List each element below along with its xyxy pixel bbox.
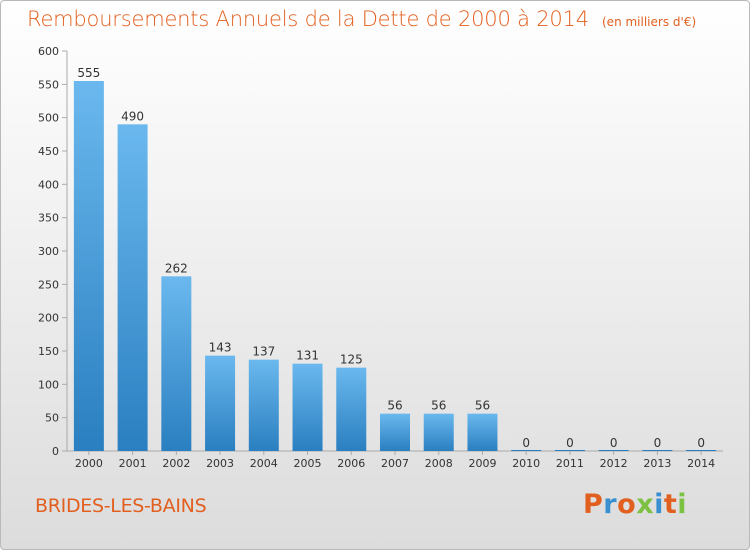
logo-letter: x (636, 489, 655, 520)
bar (117, 124, 148, 451)
bar (380, 413, 410, 451)
y-tick-label: 100 (38, 378, 59, 391)
x-tick-label: 2000 (75, 457, 103, 470)
x-tick-label: 2006 (337, 457, 365, 470)
logo-letter: i (677, 489, 688, 520)
title-row: Remboursements Annuels de la Dette de 20… (27, 7, 696, 31)
axis-layer: 0 50 100 150 200 250 300 350 400 450 500 550 600 2000… (38, 45, 723, 470)
bar (161, 276, 192, 451)
x-tick-label: 2004 (250, 457, 278, 470)
data-label: 137 (252, 345, 275, 359)
y-tick-label: 250 (38, 278, 59, 291)
x-tick-label: 2002 (162, 457, 190, 470)
y-tick-label: 550 (38, 78, 59, 91)
data-label: 0 (566, 436, 574, 450)
x-tick-label: 2011 (556, 457, 584, 470)
data-label: 0 (522, 436, 530, 450)
chart-title: Remboursements Annuels de la Dette de 20… (27, 7, 589, 31)
y-tick-label: 500 (38, 112, 59, 125)
data-label: 0 (654, 436, 662, 450)
x-tick-label: 2005 (294, 457, 322, 470)
proxiti-logo[interactable]: Proxiti (583, 489, 687, 520)
y-tick-label: 300 (38, 245, 59, 258)
data-label: 262 (165, 261, 188, 275)
bar (292, 363, 323, 451)
logo-letter: i (654, 489, 664, 520)
data-label: 0 (610, 436, 618, 450)
y-tick-label: 200 (38, 312, 59, 325)
logo-letter: r (603, 489, 618, 520)
data-label: 56 (475, 399, 490, 413)
y-tick-label: 450 (38, 145, 59, 158)
data-label: 143 (209, 341, 232, 355)
bars-layer (73, 81, 717, 451)
bar (205, 355, 236, 451)
x-tick-label: 2003 (206, 457, 234, 470)
data-label: 555 (77, 66, 100, 80)
bar (248, 359, 279, 451)
y-tick-label: 50 (45, 412, 59, 425)
bar (336, 367, 367, 451)
x-tick-label: 2014 (687, 457, 715, 470)
y-tick-label: 400 (38, 178, 59, 191)
chart-unit: (en milliers d'€) (602, 15, 697, 29)
x-tick-label: 2010 (512, 457, 540, 470)
data-label: 56 (387, 399, 402, 413)
data-label: 490 (121, 109, 144, 123)
logo-letter: P (583, 489, 604, 520)
y-tick-label: 0 (52, 445, 59, 458)
bar (467, 413, 498, 451)
data-label: 0 (697, 436, 705, 450)
data-label: 125 (340, 353, 363, 367)
labels-layer: 555 490 262 143 137 131 125 56 56 56 0 0 0 0 0 (77, 66, 705, 450)
logo-letter: t (663, 489, 678, 520)
x-tick-label: 2008 (425, 457, 453, 470)
x-tick-label: 2009 (468, 457, 496, 470)
y-tick-label: 600 (38, 45, 59, 58)
x-tick-label: 2013 (643, 457, 671, 470)
bar (73, 81, 104, 451)
data-label: 56 (431, 399, 446, 413)
bar (423, 413, 454, 451)
y-tick-label: 150 (38, 345, 59, 358)
y-tick-label: 350 (38, 212, 59, 225)
x-tick-label: 2007 (381, 457, 409, 470)
logo-letter: o (617, 489, 637, 520)
commune-name: BRIDES-LES-BAINS (35, 495, 207, 517)
x-tick-label: 2001 (119, 457, 147, 470)
data-label: 131 (296, 349, 319, 363)
x-tick-label: 2012 (600, 457, 628, 470)
